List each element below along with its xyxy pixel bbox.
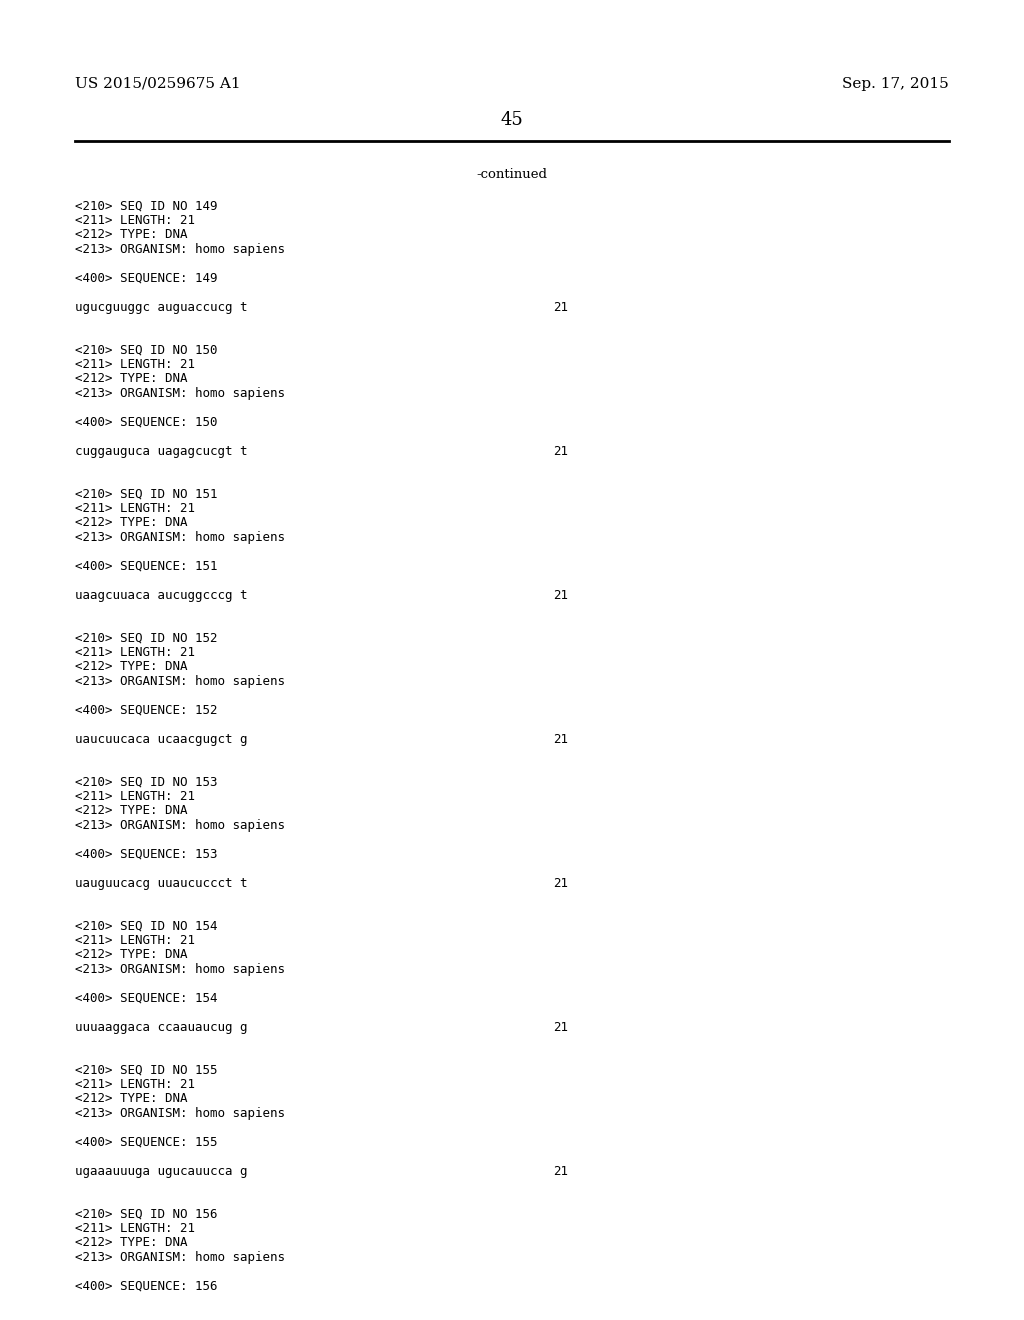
Text: <213> ORGANISM: homo sapiens: <213> ORGANISM: homo sapiens	[75, 531, 285, 544]
Text: <400> SEQUENCE: 150: <400> SEQUENCE: 150	[75, 416, 217, 429]
Text: <211> LENGTH: 21: <211> LENGTH: 21	[75, 933, 195, 946]
Text: <210> SEQ ID NO 155: <210> SEQ ID NO 155	[75, 1064, 217, 1076]
Text: uaucuucaca ucaacgugct g: uaucuucaca ucaacgugct g	[75, 733, 247, 746]
Text: cuggauguca uagagcucgt t: cuggauguca uagagcucgt t	[75, 445, 247, 458]
Text: <211> LENGTH: 21: <211> LENGTH: 21	[75, 502, 195, 515]
Text: <211> LENGTH: 21: <211> LENGTH: 21	[75, 358, 195, 371]
Text: <211> LENGTH: 21: <211> LENGTH: 21	[75, 214, 195, 227]
Text: <210> SEQ ID NO 156: <210> SEQ ID NO 156	[75, 1208, 217, 1220]
Text: <213> ORGANISM: homo sapiens: <213> ORGANISM: homo sapiens	[75, 387, 285, 400]
Text: <212> TYPE: DNA: <212> TYPE: DNA	[75, 804, 187, 817]
Text: <213> ORGANISM: homo sapiens: <213> ORGANISM: homo sapiens	[75, 1251, 285, 1263]
Text: <212> TYPE: DNA: <212> TYPE: DNA	[75, 1093, 187, 1105]
Text: <400> SEQUENCE: 149: <400> SEQUENCE: 149	[75, 272, 217, 285]
Text: <212> TYPE: DNA: <212> TYPE: DNA	[75, 660, 187, 673]
Text: <212> TYPE: DNA: <212> TYPE: DNA	[75, 228, 187, 242]
Text: <212> TYPE: DNA: <212> TYPE: DNA	[75, 516, 187, 529]
Text: <210> SEQ ID NO 154: <210> SEQ ID NO 154	[75, 919, 217, 932]
Text: <213> ORGANISM: homo sapiens: <213> ORGANISM: homo sapiens	[75, 1107, 285, 1119]
Text: uauguucacg uuaucuccct t: uauguucacg uuaucuccct t	[75, 876, 247, 890]
Text: <400> SEQUENCE: 151: <400> SEQUENCE: 151	[75, 560, 217, 573]
Text: uuuaaggaca ccaauaucug g: uuuaaggaca ccaauaucug g	[75, 1020, 247, 1034]
Text: 21: 21	[553, 1164, 568, 1177]
Text: -continued: -continued	[476, 168, 548, 181]
Text: 21: 21	[553, 301, 568, 314]
Text: Sep. 17, 2015: Sep. 17, 2015	[843, 77, 949, 91]
Text: <211> LENGTH: 21: <211> LENGTH: 21	[75, 1222, 195, 1234]
Text: 21: 21	[553, 589, 568, 602]
Text: <212> TYPE: DNA: <212> TYPE: DNA	[75, 372, 187, 385]
Text: <211> LENGTH: 21: <211> LENGTH: 21	[75, 1078, 195, 1090]
Text: <400> SEQUENCE: 154: <400> SEQUENCE: 154	[75, 991, 217, 1005]
Text: <211> LENGTH: 21: <211> LENGTH: 21	[75, 645, 195, 659]
Text: US 2015/0259675 A1: US 2015/0259675 A1	[75, 77, 241, 91]
Text: <212> TYPE: DNA: <212> TYPE: DNA	[75, 1237, 187, 1249]
Text: <210> SEQ ID NO 150: <210> SEQ ID NO 150	[75, 343, 217, 356]
Text: <210> SEQ ID NO 151: <210> SEQ ID NO 151	[75, 487, 217, 500]
Text: 21: 21	[553, 1020, 568, 1034]
Text: <400> SEQUENCE: 152: <400> SEQUENCE: 152	[75, 704, 217, 717]
Text: <400> SEQUENCE: 156: <400> SEQUENCE: 156	[75, 1280, 217, 1292]
Text: <212> TYPE: DNA: <212> TYPE: DNA	[75, 948, 187, 961]
Text: <211> LENGTH: 21: <211> LENGTH: 21	[75, 789, 195, 803]
Text: <210> SEQ ID NO 153: <210> SEQ ID NO 153	[75, 775, 217, 788]
Text: <213> ORGANISM: homo sapiens: <213> ORGANISM: homo sapiens	[75, 818, 285, 832]
Text: <400> SEQUENCE: 155: <400> SEQUENCE: 155	[75, 1135, 217, 1148]
Text: <213> ORGANISM: homo sapiens: <213> ORGANISM: homo sapiens	[75, 962, 285, 975]
Text: 45: 45	[501, 111, 523, 129]
Text: <213> ORGANISM: homo sapiens: <213> ORGANISM: homo sapiens	[75, 675, 285, 688]
Text: ugaaauuuga ugucauucca g: ugaaauuuga ugucauucca g	[75, 1164, 247, 1177]
Text: <210> SEQ ID NO 152: <210> SEQ ID NO 152	[75, 631, 217, 644]
Text: 21: 21	[553, 876, 568, 890]
Text: uaagcuuaca aucuggcccg t: uaagcuuaca aucuggcccg t	[75, 589, 247, 602]
Text: 21: 21	[553, 445, 568, 458]
Text: <213> ORGANISM: homo sapiens: <213> ORGANISM: homo sapiens	[75, 243, 285, 256]
Text: <400> SEQUENCE: 153: <400> SEQUENCE: 153	[75, 847, 217, 861]
Text: ugucguuggc auguaccucg t: ugucguuggc auguaccucg t	[75, 301, 247, 314]
Text: <210> SEQ ID NO 149: <210> SEQ ID NO 149	[75, 199, 217, 213]
Text: 21: 21	[553, 733, 568, 746]
